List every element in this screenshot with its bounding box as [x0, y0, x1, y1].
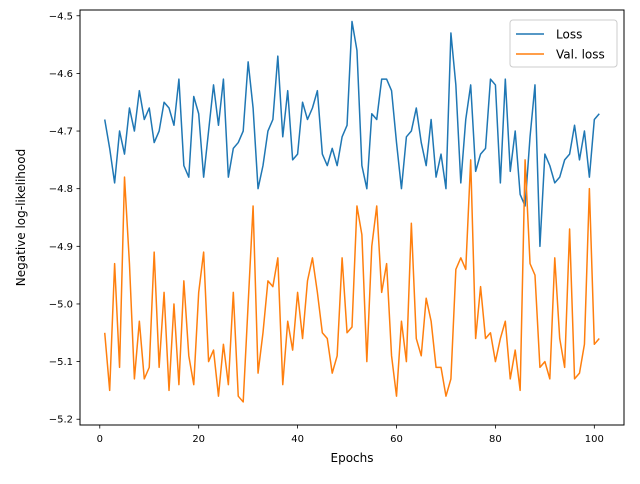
- x-axis: 0 20 40 60 80 100: [97, 425, 604, 445]
- plot-lines: [103, 20, 600, 403]
- y-tick-label: −4.7: [49, 127, 73, 138]
- y-tick-label: −4.9: [49, 242, 73, 253]
- y-tick-label: −5.2: [49, 415, 73, 426]
- y-tick-label: −4.6: [49, 69, 73, 80]
- legend: Loss Val. loss: [509, 19, 618, 68]
- x-axis-label: Epochs: [331, 451, 374, 465]
- y-tick-label: −4.8: [49, 184, 73, 195]
- x-tick-label: 20: [192, 434, 205, 445]
- x-tick-label: 40: [291, 434, 304, 445]
- plot-frame: [79, 9, 625, 426]
- series-line-loss: [103, 20, 600, 248]
- x-tick-label: 100: [585, 434, 604, 445]
- y-axis-label: Negative log-likelihood: [14, 149, 28, 286]
- legend-label-loss: Loss: [556, 28, 582, 42]
- x-tick-label: 80: [489, 434, 502, 445]
- legend-label-val-loss: Val. loss: [556, 48, 605, 62]
- x-tick-label: 0: [97, 434, 103, 445]
- legend-box: [509, 19, 618, 68]
- y-tick-label: −4.5: [49, 11, 73, 22]
- y-tick-label: −5.1: [49, 357, 73, 368]
- x-tick-label: 60: [390, 434, 403, 445]
- y-axis: −5.2 −5.1 −5.0 −4.9 −4.8 −4.7 −4.6 −4.5: [49, 11, 80, 426]
- series-line-val-loss: [103, 159, 600, 403]
- y-tick-label: −5.0: [49, 299, 73, 310]
